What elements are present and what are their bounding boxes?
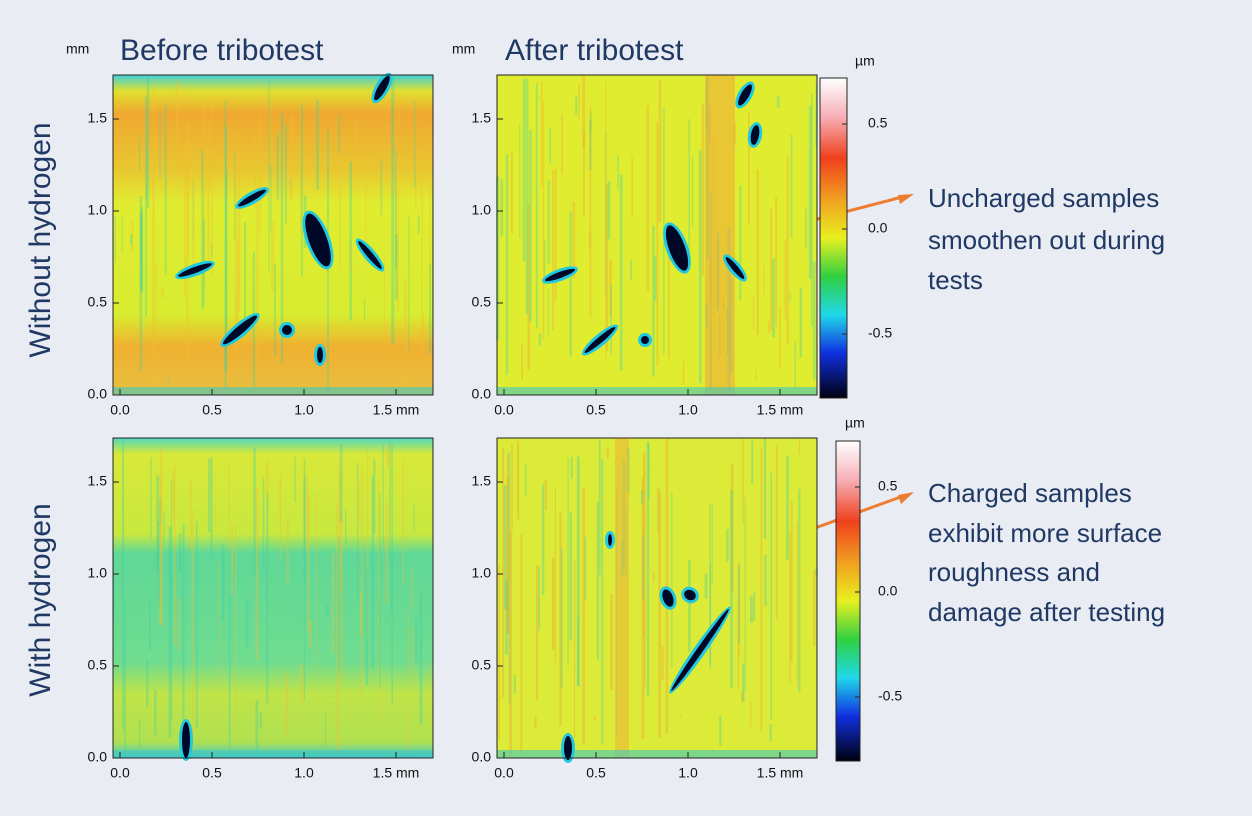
y-tick-label: 1.5 [472, 473, 492, 489]
surface-map [496, 437, 818, 763]
x-tick-label: 1.5 mm [757, 402, 804, 418]
y-tick-label: 1.0 [88, 202, 108, 218]
defect [182, 722, 190, 758]
y-tick-label: 1.0 [472, 565, 492, 581]
y-tick-label: 0.5 [88, 294, 108, 310]
defect [662, 589, 674, 607]
edge [497, 750, 817, 758]
edge [113, 387, 433, 395]
defect [750, 125, 760, 145]
column-title: Before tribotest [120, 34, 324, 67]
annotation: Charged samples exhibit more surface rou… [672, 478, 1165, 627]
y-tick-label: 0.5 [88, 657, 108, 673]
frame [112, 437, 434, 759]
colorbar-tick-label: -0.5 [878, 688, 902, 704]
colorbar-tick-label: 0.5 [878, 478, 898, 494]
band [615, 438, 629, 758]
x-tick-label: 0.0 [494, 765, 514, 781]
axis-unit: mm [452, 41, 475, 57]
defect [738, 84, 752, 106]
y-tick-label: 1.0 [88, 565, 108, 581]
y-tick-label: 0.0 [472, 749, 492, 765]
x-tick-label: 1.0 [294, 402, 314, 418]
y-tick-label: 0.5 [472, 657, 492, 673]
annotation-line: Uncharged samples [928, 183, 1159, 213]
defect [641, 336, 649, 344]
defect [374, 75, 390, 101]
defect [317, 347, 323, 363]
x-tick-label: 1.0 [678, 402, 698, 418]
defect [544, 268, 576, 282]
annotation-line: roughness and [928, 557, 1100, 587]
map-background [113, 75, 433, 395]
colorbar [819, 77, 848, 399]
colorbar-tick-label: 0.0 [878, 583, 898, 599]
defect [222, 315, 258, 345]
colorbar [835, 440, 861, 762]
annotation: Uncharged samples smoothen out during te… [746, 183, 1165, 295]
frame [496, 74, 818, 396]
y-tick-label: 0.0 [472, 386, 492, 402]
colorbar-tick-label: 0.5 [868, 115, 888, 131]
colorbar-tick-label: 0.0 [868, 220, 888, 236]
annotation-line: exhibit more surface [928, 518, 1162, 548]
surface-map [112, 72, 434, 396]
defect [671, 609, 729, 691]
defect [358, 241, 382, 269]
defect [725, 257, 745, 279]
map-background [113, 438, 433, 758]
annotation-line: smoothen out during [928, 225, 1165, 255]
y-tick-label: 0.0 [88, 386, 108, 402]
annotation-line: damage after testing [928, 597, 1165, 627]
x-tick-label: 0.5 [586, 402, 606, 418]
column-title: After tribotest [505, 34, 684, 67]
x-tick-label: 0.5 [586, 765, 606, 781]
map-background [497, 438, 817, 758]
colorbar-unit: µm [855, 53, 875, 69]
x-tick-label: 1.5 mm [373, 402, 420, 418]
annotation-line: Charged samples [928, 478, 1132, 508]
frame [112, 74, 434, 396]
defect [178, 263, 212, 277]
defect [608, 534, 612, 546]
map-background [497, 75, 817, 395]
row-title: With hydrogen [24, 503, 57, 696]
x-tick-label: 0.5 [202, 402, 222, 418]
x-tick-label: 1.0 [294, 765, 314, 781]
y-tick-label: 1.5 [472, 110, 492, 126]
edge [497, 387, 817, 395]
x-tick-label: 1.0 [678, 765, 698, 781]
defect [238, 189, 266, 207]
x-tick-label: 0.0 [110, 765, 130, 781]
axis-unit: mm [66, 41, 89, 57]
defect [282, 325, 292, 335]
row-title: Without hydrogen [24, 122, 57, 357]
colorbar-unit: µm [845, 415, 865, 431]
x-tick-label: 1.5 mm [373, 765, 420, 781]
y-tick-label: 0.5 [472, 294, 492, 310]
y-tick-label: 1.5 [88, 473, 108, 489]
y-tick-label: 1.5 [88, 110, 108, 126]
surface-map [496, 74, 818, 396]
edge [113, 750, 433, 758]
y-tick-label: 0.0 [88, 749, 108, 765]
x-tick-label: 1.5 mm [757, 765, 804, 781]
defect [305, 213, 331, 267]
frame [496, 437, 818, 759]
defect [665, 225, 689, 271]
band [705, 75, 735, 395]
colorbar-tick-label: -0.5 [868, 325, 892, 341]
defect [564, 736, 572, 760]
x-tick-label: 0.0 [494, 402, 514, 418]
x-tick-label: 0.0 [110, 402, 130, 418]
defect [684, 589, 696, 601]
x-tick-label: 0.5 [202, 765, 222, 781]
defect [584, 326, 616, 354]
surface-map [112, 437, 434, 761]
y-tick-label: 1.0 [472, 202, 492, 218]
annotation-line: tests [928, 265, 983, 295]
